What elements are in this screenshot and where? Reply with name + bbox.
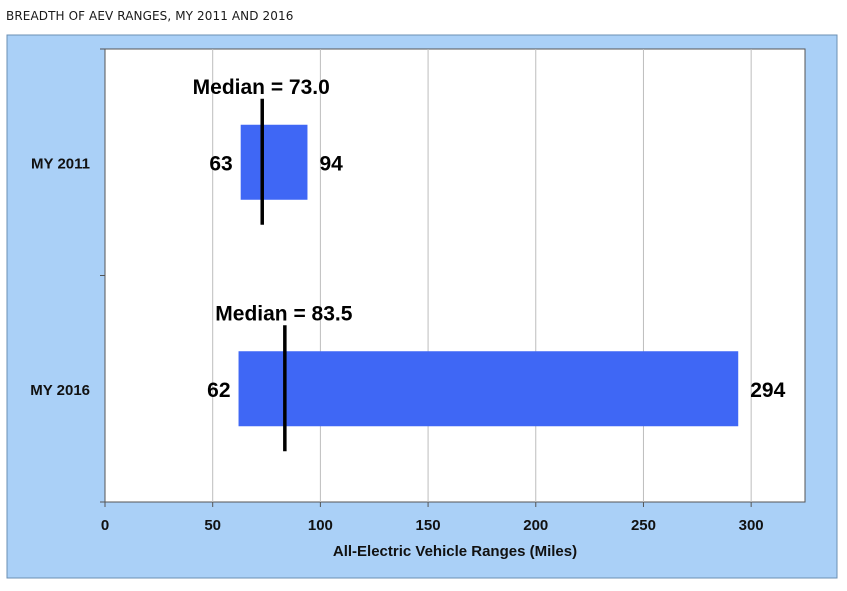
min-value-label: 63 bbox=[209, 152, 232, 175]
max-value-label: 94 bbox=[319, 152, 343, 175]
figure-title: BREADTH OF AEV RANGES, MY 2011 AND 2016 bbox=[6, 9, 294, 23]
category-label: MY 2016 bbox=[30, 382, 90, 399]
range-bar bbox=[240, 124, 308, 200]
x-tick-label: 150 bbox=[416, 517, 441, 534]
x-tick-label: 100 bbox=[308, 517, 333, 534]
data-labels: Median = 73.0 63 94 Median = 83.5 62 294 bbox=[193, 76, 786, 402]
x-tick-label: 200 bbox=[523, 517, 548, 534]
x-axis-label: All-Electric Vehicle Ranges (Miles) bbox=[333, 543, 577, 560]
x-tick-label: 250 bbox=[631, 517, 656, 534]
min-value-label: 62 bbox=[207, 379, 230, 402]
plot-area bbox=[104, 48, 806, 503]
median-label: Median = 73.0 bbox=[193, 76, 330, 99]
median-label: Median = 83.5 bbox=[215, 302, 352, 325]
range-bars bbox=[238, 98, 739, 452]
axes: 0 50 100 150 200 250 300 MY 2011 MY 2016 bbox=[30, 48, 764, 534]
x-tick-label: 50 bbox=[204, 517, 221, 534]
x-tick-label: 0 bbox=[101, 517, 109, 534]
category-label: MY 2011 bbox=[31, 155, 90, 172]
x-tick-label: 300 bbox=[739, 517, 764, 534]
max-value-label: 294 bbox=[750, 379, 785, 402]
range-bar bbox=[238, 351, 739, 427]
gridlines bbox=[212, 49, 752, 502]
